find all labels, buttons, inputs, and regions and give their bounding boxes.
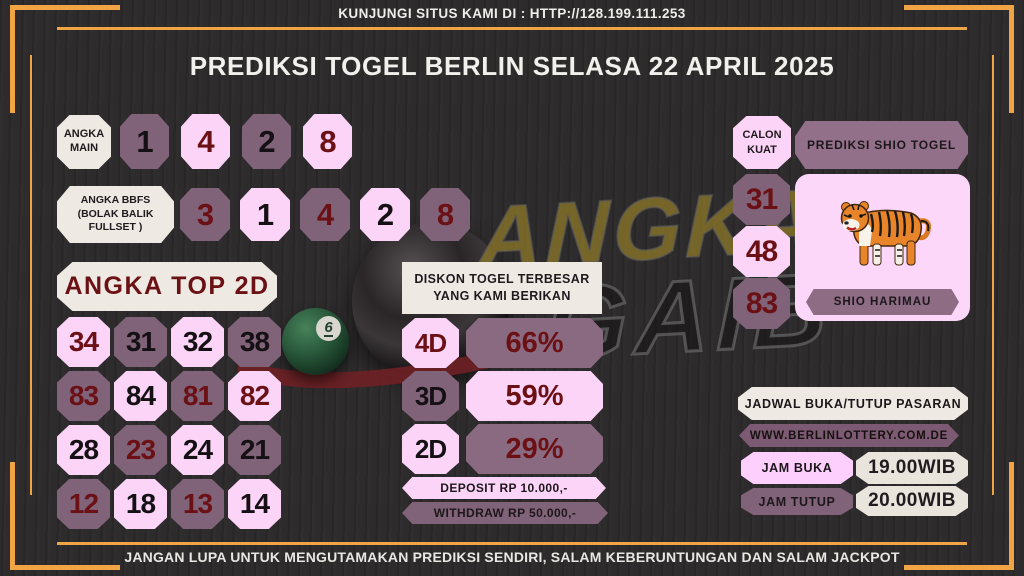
footer-message: JANGAN LUPA UNTUK MENGUTAMAKAN PREDIKSI …: [124, 549, 900, 565]
frame-line-bottom: [57, 542, 967, 545]
top2d-number: 38: [228, 317, 281, 367]
angka-bbfs-label: ANGKA BBFS (BOLAK BALIK FULLSET ): [57, 186, 174, 243]
diskon-value-2d: 29%: [466, 424, 603, 474]
frame-corner-br-h: [904, 565, 1014, 570]
top2d-number: 28: [57, 425, 110, 475]
top2d-number: 24: [171, 425, 224, 475]
frame-line-right: [992, 55, 994, 495]
jam-buka-label: JAM BUKA: [741, 452, 853, 484]
bbfs-number: 1: [240, 188, 290, 241]
diskon-label-3d: 3D: [402, 371, 459, 421]
jam-buka-time: 19.00WIB: [856, 452, 968, 484]
top2d-number: 31: [114, 317, 167, 367]
top2d-number: 18: [114, 479, 167, 529]
bbfs-number: 8: [420, 188, 470, 241]
diskon-value-4d: 66%: [466, 318, 603, 368]
calon-kuat-label: CALON KUAT: [733, 116, 791, 169]
calon-kuat-number: 83: [733, 278, 790, 329]
billiard-ball-6: 6: [282, 308, 349, 375]
diskon-value-3d: 59%: [466, 371, 603, 421]
angka-main-number: 2: [242, 114, 291, 169]
top2d-number: 81: [171, 371, 224, 421]
bbfs-label-line1: ANGKA BBFS: [80, 194, 151, 207]
diskon-row-2d: 2D 29%: [402, 424, 603, 474]
ball-number: 6: [324, 318, 333, 338]
jadwal-header: JADWAL BUKA/TUTUP PASARAN: [738, 387, 968, 420]
tiger-image: [840, 201, 931, 266]
top2d-number: 34: [57, 317, 110, 367]
ball-number-circle: 6: [316, 316, 341, 341]
frame-corner-bl-h: [10, 565, 120, 570]
frame-corner-bl-v: [10, 462, 15, 570]
frame-line-top: [57, 27, 967, 30]
angka-top2d-header: ANGKA TOP 2D: [57, 262, 277, 311]
diskon-label-2d: 2D: [402, 424, 459, 474]
angka-main-label: ANGKA MAIN: [57, 115, 111, 169]
frame-corner-br-v: [1009, 462, 1014, 570]
withdraw-banner: WITHDRAW RP 50.000,-: [402, 502, 608, 524]
shio-card: SHIO HARIMAU: [795, 174, 970, 321]
angka-main-number: 4: [181, 114, 230, 169]
top2d-number: 84: [114, 371, 167, 421]
shio-name-banner: SHIO HARIMAU: [806, 289, 959, 315]
shio-header: PREDIKSI SHIO TOGEL: [795, 121, 968, 169]
diskon-row-4d: 4D 66%: [402, 318, 603, 368]
diskon-row-3d: 3D 59%: [402, 371, 603, 421]
jam-tutup-time: 20.00WIB: [856, 486, 968, 516]
frame-corner-tr-v: [1009, 5, 1014, 113]
top2d-number: 14: [228, 479, 281, 529]
top2d-number: 12: [57, 479, 110, 529]
calon-kuat-number: 31: [733, 174, 790, 225]
angka-bbfs-numbers: 3 1 4 2 8: [180, 188, 470, 241]
bbfs-number: 4: [300, 188, 350, 241]
frame-line-left: [30, 55, 32, 495]
angka-main-numbers: 1 4 2 8: [120, 114, 352, 169]
bbfs-number: 2: [360, 188, 410, 241]
frame-corner-tl-h: [10, 5, 120, 10]
top2d-number: 32: [171, 317, 224, 367]
angka-main-number: 1: [120, 114, 169, 169]
jam-tutup-label: JAM TUTUP: [741, 488, 853, 515]
top2d-number: 21: [228, 425, 281, 475]
frame-corner-tl-v: [10, 5, 15, 113]
website-banner[interactable]: WWW.BERLINLOTTERY.COM.DE: [739, 424, 959, 447]
angka-main-number: 8: [303, 114, 352, 169]
top2d-number: 13: [171, 479, 224, 529]
angka-top2d-grid: 34 31 32 38 83 84 81 82 28 23 24 21 12 1…: [57, 317, 289, 529]
diskon-header: DISKON TOGEL TERBESAR YANG KAMI BERIKAN: [402, 262, 602, 314]
page-title: PREDIKSI TOGEL BERLIN SELASA 22 APRIL 20…: [189, 51, 835, 81]
bbfs-number: 3: [180, 188, 230, 241]
calon-kuat-number: 48: [733, 226, 790, 277]
top2d-number: 23: [114, 425, 167, 475]
frame-corner-tr-h: [904, 5, 1014, 10]
bbfs-label-line3: FULLSET ): [88, 221, 143, 234]
diskon-label-4d: 4D: [402, 318, 459, 368]
top2d-number: 82: [228, 371, 281, 421]
deposit-banner: DEPOSIT RP 10.000,-: [402, 477, 606, 499]
site-url-banner[interactable]: KUNJUNGI SITUS KAMI DI : HTTP://128.199.…: [338, 6, 686, 21]
bbfs-label-line2: (BOLAK BALIK: [77, 207, 154, 220]
top2d-number: 83: [57, 371, 110, 421]
